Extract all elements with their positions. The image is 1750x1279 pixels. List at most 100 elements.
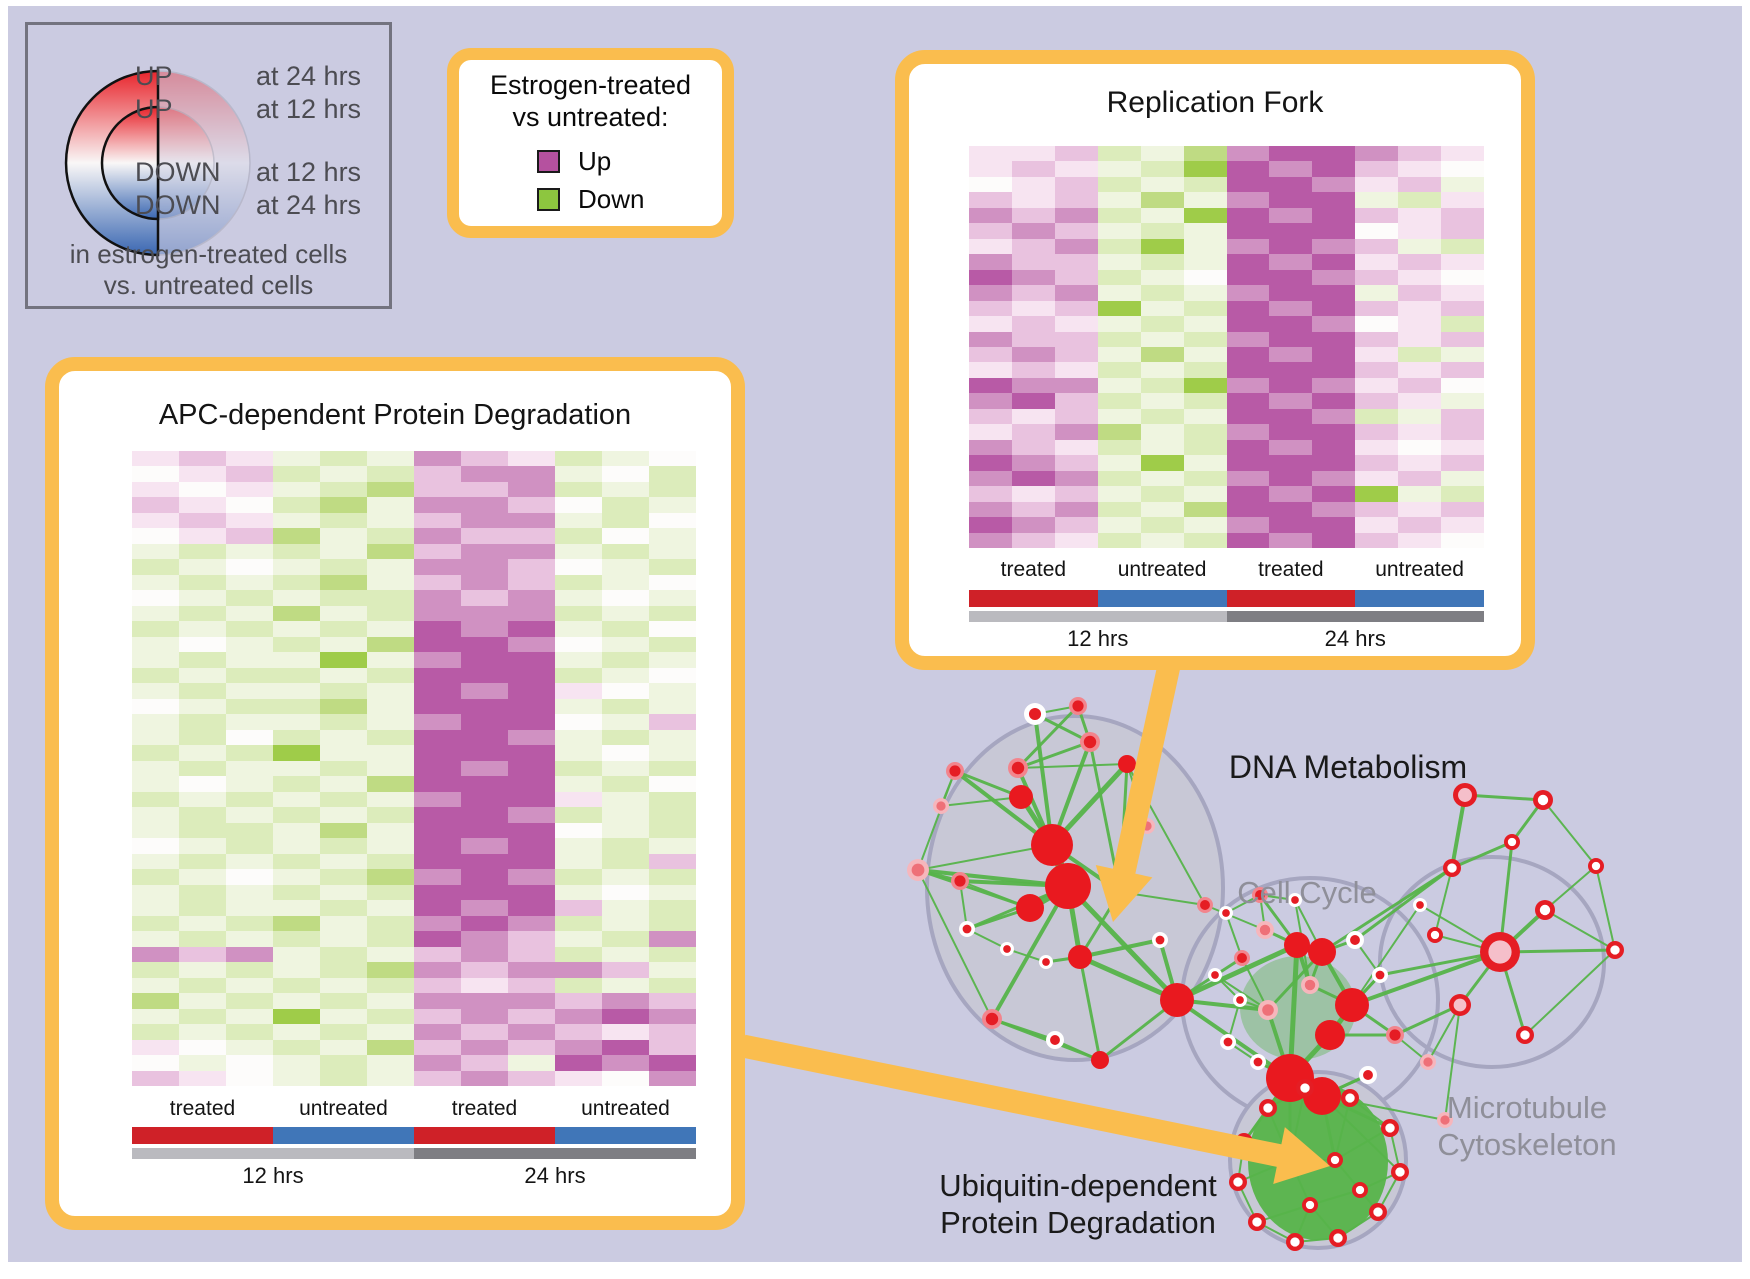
heatmap-cell — [1441, 238, 1484, 255]
heatmap-cell — [508, 869, 555, 885]
heatmap-cell — [649, 451, 696, 467]
heatmap-cell — [461, 838, 508, 854]
heatmap-cell — [320, 652, 367, 668]
heatmap-cell — [179, 791, 226, 808]
heatmap-cell — [1269, 470, 1313, 487]
heatmap-cell — [1011, 362, 1055, 378]
heatmap-cell — [1054, 331, 1098, 347]
heatmap-cell — [602, 915, 649, 932]
treated-bar — [1226, 590, 1356, 607]
heatmap-cell — [1441, 223, 1484, 239]
network-node-solid — [1045, 863, 1091, 909]
heatmap-cell — [969, 207, 1012, 224]
heatmap-cell — [132, 1070, 179, 1086]
heatmap-row — [132, 1008, 696, 1025]
heatmap-cell — [1183, 161, 1227, 177]
heatmap-cell — [179, 1008, 226, 1025]
heatmap-cell — [1140, 532, 1184, 548]
heatmap-cell — [508, 1024, 555, 1040]
heatmap-cell — [1226, 470, 1270, 487]
heatmap-cell — [132, 574, 179, 591]
network-edge — [1334, 1097, 1351, 1161]
heatmap-cell — [649, 621, 696, 637]
heatmap-cell — [555, 977, 602, 994]
time-bars — [969, 611, 1484, 622]
heatmap-cell — [1355, 254, 1399, 270]
heatmap-cell — [273, 481, 320, 498]
heatmap-cell — [320, 962, 367, 978]
heatmap-cell — [1441, 439, 1484, 456]
heatmap-cell — [273, 853, 320, 870]
heatmap-cell — [273, 869, 320, 885]
heatmap-cell — [1054, 238, 1098, 255]
heatmap-cell — [969, 300, 1012, 317]
heatmap-cell — [555, 807, 602, 823]
heatmap-cell — [1183, 424, 1227, 440]
heatmap-cell — [1097, 146, 1141, 162]
heatmap-cell — [367, 962, 414, 978]
heatmap-cell — [602, 481, 649, 498]
network-node-core — [1211, 971, 1219, 979]
heatmap-cell — [367, 698, 414, 715]
panel-link-arrow-shaft — [1111, 649, 1184, 880]
heatmap-cell — [132, 1055, 179, 1071]
heatmap-cell — [367, 667, 414, 684]
network-node-core — [1262, 1004, 1274, 1016]
heatmap-cell — [414, 621, 461, 637]
heatmap-row — [969, 300, 1484, 317]
heatmap-cell — [132, 543, 179, 560]
heatmap-cell — [1355, 424, 1399, 440]
heatmap-cell — [461, 698, 508, 715]
heatmap-cell — [555, 900, 602, 916]
heatmap-cell — [1226, 439, 1270, 456]
heatmap-cell — [555, 1055, 602, 1071]
heatmap-cell — [508, 466, 555, 482]
heatmap-cell — [320, 590, 367, 606]
heatmap-row — [969, 393, 1484, 409]
network-node-core — [1028, 707, 1042, 721]
heatmap-cell — [320, 621, 367, 637]
heatmap-cell — [320, 481, 367, 498]
heatmap-cell — [320, 1070, 367, 1086]
bar-12hrs — [132, 1148, 414, 1159]
heatmap-cell — [1054, 316, 1098, 332]
heatmap-cell — [132, 931, 179, 947]
heatmap-cell — [1183, 486, 1227, 502]
network-edge — [1204, 904, 1266, 931]
heatmap-cell — [1140, 486, 1184, 502]
network-edge — [917, 844, 1053, 871]
heatmap-cell — [1269, 146, 1313, 162]
heatmap-cell — [1011, 408, 1055, 425]
network-edge — [1309, 1189, 1361, 1206]
heatmap-cell — [320, 729, 367, 746]
heatmap-cell — [1441, 393, 1484, 409]
heatmap-cell — [1398, 269, 1442, 286]
heatmap-cell — [132, 636, 179, 653]
heatmap-cell — [1441, 346, 1484, 363]
heatmap-cell — [1097, 223, 1141, 239]
heatmap-cell — [1398, 238, 1442, 255]
heatmap-cell — [602, 497, 649, 513]
legend-time-12b: at 12 hrs — [256, 157, 362, 187]
heatmap-row — [132, 481, 696, 498]
heatmap-cell — [649, 900, 696, 916]
heatmap-cell — [649, 512, 696, 529]
apc-title: APC-dependent Protein Degradation — [158, 399, 632, 431]
heatmap-cell — [414, 683, 461, 699]
heatmap-cell — [414, 667, 461, 684]
heatmap-cell — [179, 977, 226, 994]
heatmap-cell — [649, 838, 696, 854]
heatmap-cell — [414, 807, 461, 823]
group-label: untreated — [1375, 558, 1464, 581]
heatmap-cell — [1011, 377, 1055, 394]
network-node-core — [1291, 896, 1299, 904]
heatmap-cell — [320, 745, 367, 761]
heatmap-cell — [508, 683, 555, 699]
heatmap-cell — [1140, 316, 1184, 332]
heatmap-cell — [1054, 408, 1098, 425]
heatmap-cell — [1011, 316, 1055, 332]
heatmap-cell — [1054, 346, 1098, 363]
heatmap-cell — [226, 1039, 273, 1056]
heatmap-cell — [461, 977, 508, 994]
heatmap-cell — [555, 621, 602, 637]
